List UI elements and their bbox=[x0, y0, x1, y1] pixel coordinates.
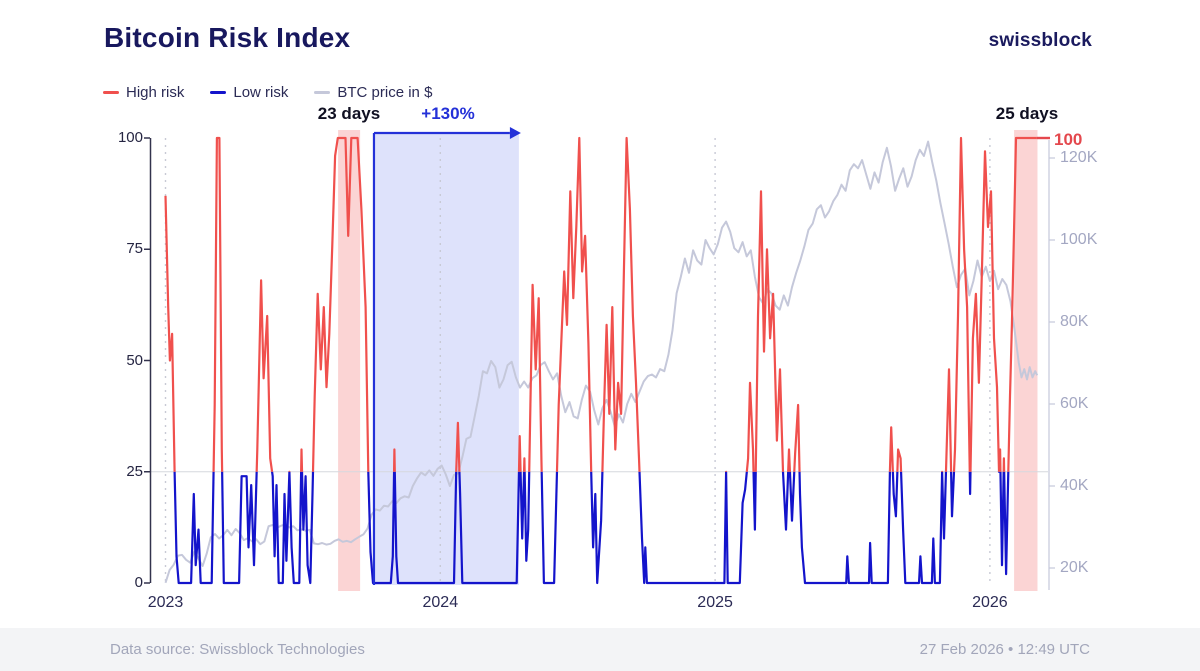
legend-label: BTC price in $ bbox=[337, 84, 433, 101]
risk-axis-tick-label: 25 bbox=[126, 462, 143, 480]
risk-axis-tick-label: 0 bbox=[134, 574, 143, 591]
price-axis-tick-label: 120K bbox=[1060, 149, 1098, 166]
page-title: Bitcoin Risk Index bbox=[104, 22, 351, 53]
highlight-band-1 bbox=[338, 130, 361, 591]
legend-item-btc-price: BTC price in $ bbox=[314, 84, 432, 101]
risk-line-low bbox=[173, 471, 1010, 585]
x-axis-year-label: 2023 bbox=[147, 594, 184, 611]
price-axis-tick-label: 100K bbox=[1060, 231, 1098, 248]
low-risk-dash-icon bbox=[210, 91, 227, 94]
risk-axis-tick-label: 100 bbox=[117, 129, 143, 146]
annotation-gain-percent: +130% bbox=[421, 104, 475, 123]
risk-axis-tick-label: 50 bbox=[126, 351, 143, 369]
chart-legend: High risk Low risk BTC price in $ bbox=[103, 84, 432, 101]
legend-item-low-risk: Low risk bbox=[210, 84, 288, 101]
footer-bar: Data source: Swissblock Technologies 27 … bbox=[0, 628, 1200, 671]
annotation-23-days: 23 days bbox=[317, 104, 381, 123]
price-axis-tick-label: 80K bbox=[1060, 313, 1089, 330]
gain-region-fill bbox=[373, 133, 519, 585]
legend-label: High risk bbox=[126, 84, 185, 101]
annotation-25-days: 25 days bbox=[995, 104, 1059, 123]
data-source-text: Data source: Swissblock Technologies bbox=[110, 641, 365, 658]
risk-axis-tick-label: 75 bbox=[126, 240, 143, 258]
btc-price-line bbox=[164, 140, 1039, 584]
legend-item-high-risk: High risk bbox=[103, 84, 184, 101]
highlight-band-2 bbox=[1014, 130, 1038, 591]
current-risk-value-label: 100 bbox=[1054, 130, 1083, 149]
high-risk-dash-icon bbox=[103, 91, 119, 94]
legend-label: Low risk bbox=[233, 84, 289, 101]
x-axis-year-label: 2025 bbox=[697, 594, 733, 611]
timestamp-text: 27 Feb 2026 • 12:49 UTC bbox=[919, 641, 1090, 658]
price-axis-tick-label: 40K bbox=[1060, 477, 1089, 494]
swissblock-logo: swissblock bbox=[988, 30, 1092, 51]
x-axis-year-label: 2024 bbox=[422, 594, 459, 611]
gain-arrow-head-icon bbox=[509, 127, 521, 139]
price-axis-tick-label: 60K bbox=[1060, 395, 1089, 412]
price-axis-tick-label: 20K bbox=[1060, 559, 1089, 576]
x-axis-year-label: 2026 bbox=[972, 594, 1008, 611]
btc-price-dash-icon bbox=[314, 91, 331, 94]
